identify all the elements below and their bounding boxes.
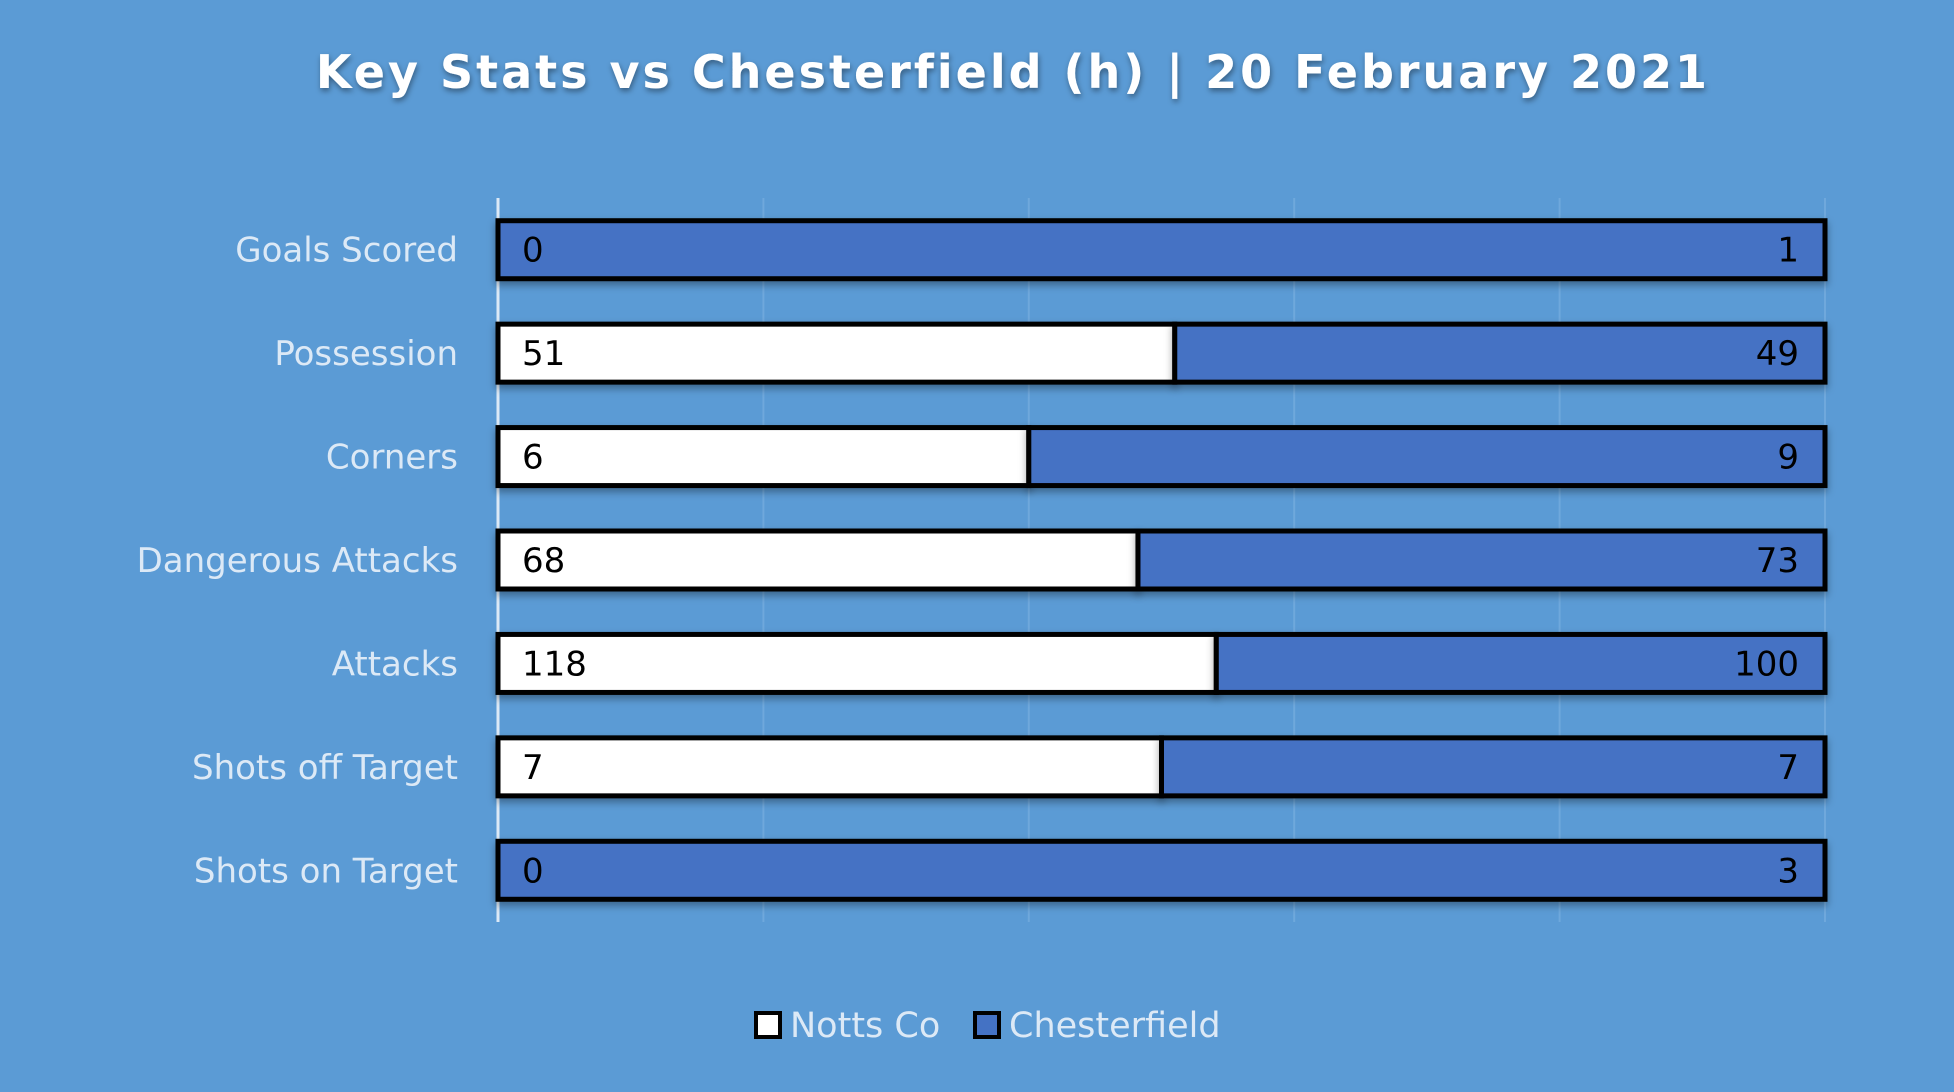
bar-chesterfield <box>1135 528 1828 592</box>
bar-chesterfield <box>1213 631 1828 695</box>
legend-swatch <box>754 1011 782 1039</box>
value-label: 49 <box>1756 334 1799 374</box>
category-label: Shots off Target <box>192 748 458 788</box>
legend-label: Chesterfield <box>1009 1006 1221 1046</box>
legend-swatch <box>973 1011 1001 1039</box>
value-label: 9 <box>1777 438 1799 478</box>
bar-notts-co <box>495 425 1032 489</box>
value-label: 68 <box>522 541 565 581</box>
value-label: 0 <box>522 231 544 271</box>
value-label: 3 <box>1777 851 1799 891</box>
chart-title: Key Stats vs Chesterfield (h) | 20 Febru… <box>316 45 1710 100</box>
category-label: Corners <box>326 438 458 478</box>
bar-notts-co <box>495 528 1141 592</box>
value-label: 73 <box>1756 541 1799 581</box>
bar-chesterfield <box>495 838 1828 902</box>
category-label: Shots on Target <box>194 851 458 891</box>
category-label: Possession <box>274 334 458 374</box>
bar-notts-co <box>495 631 1219 695</box>
value-label: 118 <box>522 644 587 684</box>
value-label: 0 <box>522 851 544 891</box>
value-label: 6 <box>522 438 544 478</box>
bar-chesterfield <box>495 218 1828 282</box>
legend: Notts Co Chesterfield <box>754 1006 1221 1046</box>
value-labels: 0 1 51 49 6 9 68 73 118 100 7 7 0 3 <box>522 231 1799 892</box>
bar-chesterfield <box>1026 425 1828 489</box>
value-label: 51 <box>522 334 565 374</box>
bar-notts-co <box>495 735 1164 799</box>
value-label: 7 <box>1777 748 1799 788</box>
bar-notts-co <box>495 321 1178 385</box>
category-label: Dangerous Attacks <box>137 541 458 581</box>
bars <box>495 218 1828 902</box>
category-labels: Goals Scored Possession Corners Dangerous A… <box>137 231 458 892</box>
bar-chesterfield <box>1172 321 1828 385</box>
value-label: 7 <box>522 748 544 788</box>
category-label: Attacks <box>332 644 458 684</box>
legend-label: Notts Co <box>790 1006 940 1046</box>
value-label: 100 <box>1734 644 1799 684</box>
category-label: Goals Scored <box>235 231 458 271</box>
bar-chesterfield <box>1159 735 1828 799</box>
value-label: 1 <box>1777 231 1799 271</box>
